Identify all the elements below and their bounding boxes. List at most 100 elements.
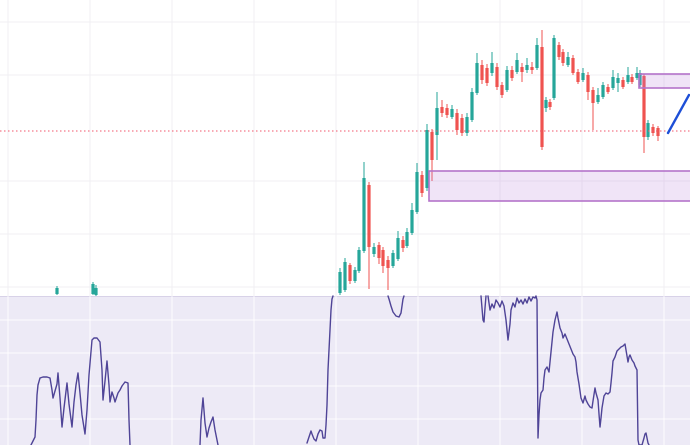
candle: [642, 74, 646, 153]
candle: [485, 64, 489, 86]
candle-body: [635, 73, 639, 78]
candle: [353, 267, 357, 283]
candle-body: [646, 123, 650, 137]
candle: [470, 88, 474, 122]
candle-body: [460, 118, 464, 133]
candle: [94, 285, 98, 296]
candle-body: [357, 250, 361, 271]
candle: [611, 70, 615, 90]
candle-body: [621, 80, 625, 87]
candle-body: [638, 73, 642, 85]
candle: [450, 105, 454, 119]
candle: [410, 203, 414, 235]
candle-body: [591, 90, 595, 103]
candle: [530, 62, 534, 74]
candle: [425, 124, 429, 191]
candle-body: [343, 262, 347, 290]
candle-body: [581, 73, 585, 80]
oscillator-segment: [306, 295, 334, 444]
candle-body: [455, 113, 459, 130]
candle-body: [552, 38, 556, 98]
candle-body: [410, 210, 414, 233]
candle: [348, 263, 352, 284]
zone-box-1[interactable]: [428, 170, 690, 202]
candle-body: [596, 95, 600, 102]
candle-body: [362, 178, 366, 251]
candle: [535, 38, 539, 70]
candle-body: [450, 109, 454, 117]
candle: [561, 49, 565, 66]
candle: [621, 77, 625, 89]
candle-body: [500, 85, 504, 95]
candle-body: [530, 67, 534, 70]
candle-body: [440, 107, 444, 113]
candle: [596, 88, 600, 104]
zone-box-2[interactable]: [638, 73, 690, 89]
candle-body: [571, 58, 575, 73]
candle-body: [480, 65, 484, 80]
candle: [445, 104, 449, 118]
indicator-background: [0, 296, 690, 445]
candle-body: [535, 45, 539, 68]
candle-body: [606, 87, 610, 92]
candle-body: [381, 250, 385, 266]
candle-body: [420, 175, 424, 193]
candle: [525, 58, 529, 73]
candle-body: [515, 60, 519, 72]
candle: [440, 100, 444, 117]
candle-body: [470, 92, 474, 120]
candle: [548, 99, 552, 110]
candle-body: [485, 68, 489, 83]
candle-body: [651, 127, 655, 133]
candle: [420, 171, 424, 197]
candle: [601, 82, 605, 99]
candle: [616, 73, 620, 92]
candle-body: [505, 70, 509, 90]
candle-body: [386, 260, 390, 268]
candle-body: [372, 247, 376, 254]
candle: [357, 247, 361, 273]
candle-body: [377, 245, 381, 258]
candle-body: [540, 47, 544, 147]
candle-body: [576, 72, 580, 82]
candle: [415, 163, 419, 214]
candle-body: [548, 102, 552, 107]
candle: [91, 282, 95, 295]
candle-body: [348, 265, 352, 281]
candle: [338, 268, 342, 295]
oscillator-segment: [30, 337, 131, 445]
candle: [576, 69, 580, 84]
candle-body: [510, 70, 514, 78]
candle-body: [405, 232, 409, 246]
candle: [606, 84, 610, 94]
candle-body: [656, 128, 660, 136]
candle-body: [561, 52, 565, 63]
candle: [651, 124, 655, 136]
trendline-drawing[interactable]: [666, 93, 690, 135]
candle: [646, 120, 650, 140]
candle-body: [616, 78, 620, 83]
candle: [510, 66, 514, 81]
indicator-pane[interactable]: [0, 295, 690, 445]
candle-body: [425, 130, 429, 188]
candle: [367, 182, 371, 289]
oscillator-segment: [480, 295, 487, 323]
candle: [396, 231, 400, 261]
candle: [343, 258, 347, 292]
candle: [515, 53, 519, 74]
candle: [460, 114, 464, 136]
candle: [581, 68, 585, 82]
candle: [552, 35, 556, 100]
candle-body: [445, 108, 449, 115]
candle-body: [495, 67, 499, 87]
candle-body: [601, 85, 605, 97]
oscillator-segment: [199, 397, 219, 445]
candle-body: [566, 57, 570, 65]
oscillator-segment: [387, 295, 405, 318]
candle-body: [544, 100, 548, 108]
candle-body: [586, 75, 590, 92]
candle: [638, 70, 642, 87]
candle: [591, 87, 595, 130]
